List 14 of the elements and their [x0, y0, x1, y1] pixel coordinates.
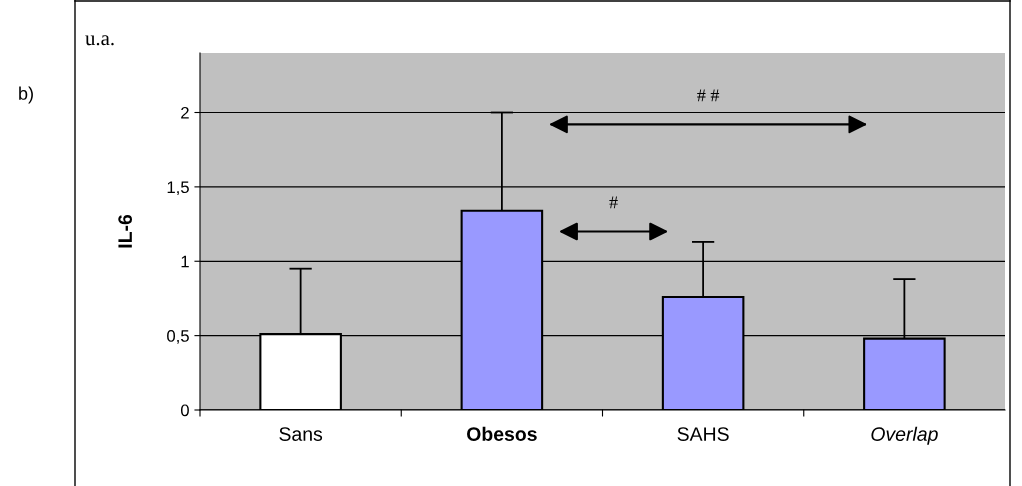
- x-tick-label: Sans: [279, 427, 323, 441]
- y-tick-label: 0,5: [167, 330, 189, 344]
- annotation: # #: [697, 89, 720, 102]
- y-tick-label: 0: [180, 404, 189, 417]
- x-tick-label: Obesos: [467, 426, 537, 441]
- y-tick-label: 1: [181, 255, 189, 268]
- y-axis-title: IL-6: [118, 214, 133, 248]
- y-tick-label: 2: [181, 106, 189, 119]
- x-tick-label: SAHS: [677, 427, 729, 441]
- annotation: #: [609, 196, 618, 209]
- y-tick-label: 1,5: [167, 181, 189, 196]
- text: b): [19, 86, 33, 104]
- x-tick-label: Overlap: [871, 426, 938, 445]
- chart-subtitle: u.a.: [85, 35, 114, 46]
